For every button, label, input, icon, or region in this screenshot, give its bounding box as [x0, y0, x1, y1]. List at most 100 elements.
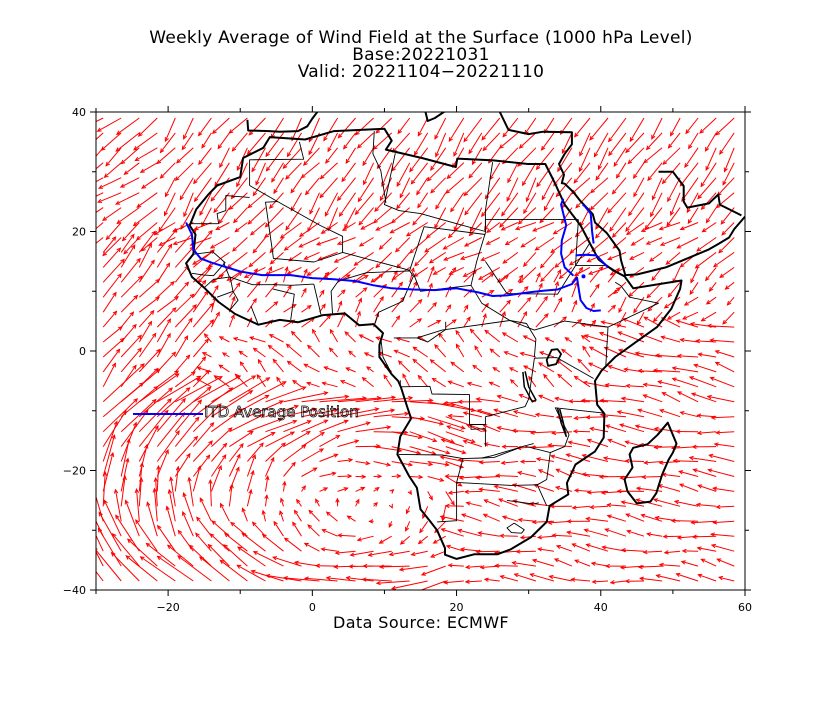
wind-vector — [538, 362, 555, 373]
wind-vector — [551, 533, 572, 538]
wind-vector — [523, 192, 537, 215]
wind-vector — [548, 574, 573, 582]
wind-vector — [625, 207, 645, 232]
wind-vector — [252, 177, 266, 197]
wind-vector — [265, 282, 278, 298]
wind-vector — [501, 515, 519, 522]
wind-vector — [672, 458, 699, 464]
wind-vector — [557, 373, 573, 388]
wind-vector — [174, 293, 195, 313]
wind-vector — [587, 266, 609, 275]
wind-vector — [655, 574, 681, 582]
wind-vector — [607, 192, 627, 214]
wind-vector — [97, 192, 122, 203]
gulf-coastline — [658, 170, 742, 217]
wind-vector — [246, 132, 266, 155]
wind-vector — [532, 222, 555, 232]
wind-vector — [268, 334, 284, 343]
wind-vector — [502, 117, 519, 138]
wind-vector — [716, 558, 735, 567]
y-tick-label: −40 — [63, 584, 86, 597]
wind-vector — [501, 192, 519, 217]
wind-vector — [120, 244, 136, 268]
wind-vector — [604, 383, 627, 388]
wind-vector — [629, 251, 645, 260]
wind-vector — [247, 192, 266, 209]
wind-vector — [624, 578, 645, 584]
wind-vector — [457, 528, 482, 537]
wind-vector — [471, 147, 483, 166]
wind-vector — [102, 363, 145, 403]
coastlines-and-borders — [185, 112, 745, 560]
country-border — [437, 458, 464, 523]
wind-vector — [409, 237, 429, 254]
wind-vector — [319, 162, 338, 180]
wind-vector — [96, 207, 104, 213]
wind-vector — [193, 177, 212, 203]
wind-vector — [96, 222, 104, 230]
wind-vector — [329, 328, 339, 343]
wind-vector — [409, 416, 445, 426]
wind-vector — [241, 507, 248, 522]
wind-vector — [522, 162, 537, 187]
wind-vector — [607, 286, 621, 298]
madagascar-coastline — [623, 421, 678, 505]
legend: ITD Average Position — [133, 403, 359, 421]
wind-vector — [534, 237, 555, 251]
wind-vector — [337, 421, 371, 433]
wind-vector — [97, 527, 122, 567]
wind-vector — [640, 513, 663, 522]
wind-vector — [199, 497, 212, 522]
wind-vector — [675, 429, 699, 434]
wind-vector — [585, 543, 609, 552]
wind-vector — [694, 251, 717, 269]
wind-vector — [303, 251, 320, 260]
wind-vector — [209, 237, 230, 249]
wind-vector — [709, 376, 735, 388]
wind-vector — [333, 251, 356, 263]
wind-vector — [620, 548, 645, 553]
wind-vector — [629, 117, 645, 143]
country-border — [223, 262, 314, 286]
wind-vector — [397, 360, 411, 373]
wind-vector — [138, 320, 153, 343]
wind-vector — [198, 147, 212, 166]
wind-vector — [653, 426, 681, 433]
wind-vector — [724, 281, 735, 290]
wind-vector — [261, 509, 266, 522]
wind-vector — [690, 392, 717, 403]
wind-vector — [676, 353, 699, 359]
wind-vector — [120, 347, 142, 373]
wind-vector — [600, 490, 627, 495]
wind-vector — [120, 275, 143, 298]
wind-vector — [695, 502, 717, 507]
wind-vector — [450, 361, 465, 373]
wind-vector — [156, 318, 171, 343]
wind-vector — [405, 506, 411, 515]
wind-vector — [301, 304, 312, 313]
wind-vector — [138, 425, 159, 462]
wind-vector — [607, 251, 627, 261]
wind-vector — [447, 380, 464, 388]
wind-vector — [174, 371, 196, 388]
wind-vector — [535, 457, 554, 462]
wind-vector — [221, 352, 230, 358]
wind-vector — [488, 381, 501, 388]
wind-vector — [589, 504, 609, 510]
wind-vector — [534, 412, 554, 418]
wind-vector — [156, 147, 176, 165]
country-border — [393, 321, 447, 343]
wind-vector — [659, 409, 681, 418]
wind-vector — [156, 449, 169, 477]
wind-vector — [704, 132, 717, 152]
wind-vector — [599, 398, 627, 403]
wind-vector — [464, 192, 483, 216]
wind-vector — [120, 385, 159, 418]
wind-vector — [373, 207, 393, 224]
wind-vector — [209, 533, 230, 552]
wind-vector — [689, 321, 717, 328]
wind-vector — [234, 222, 248, 233]
wind-vector — [709, 532, 735, 537]
wind-vector — [159, 162, 176, 179]
